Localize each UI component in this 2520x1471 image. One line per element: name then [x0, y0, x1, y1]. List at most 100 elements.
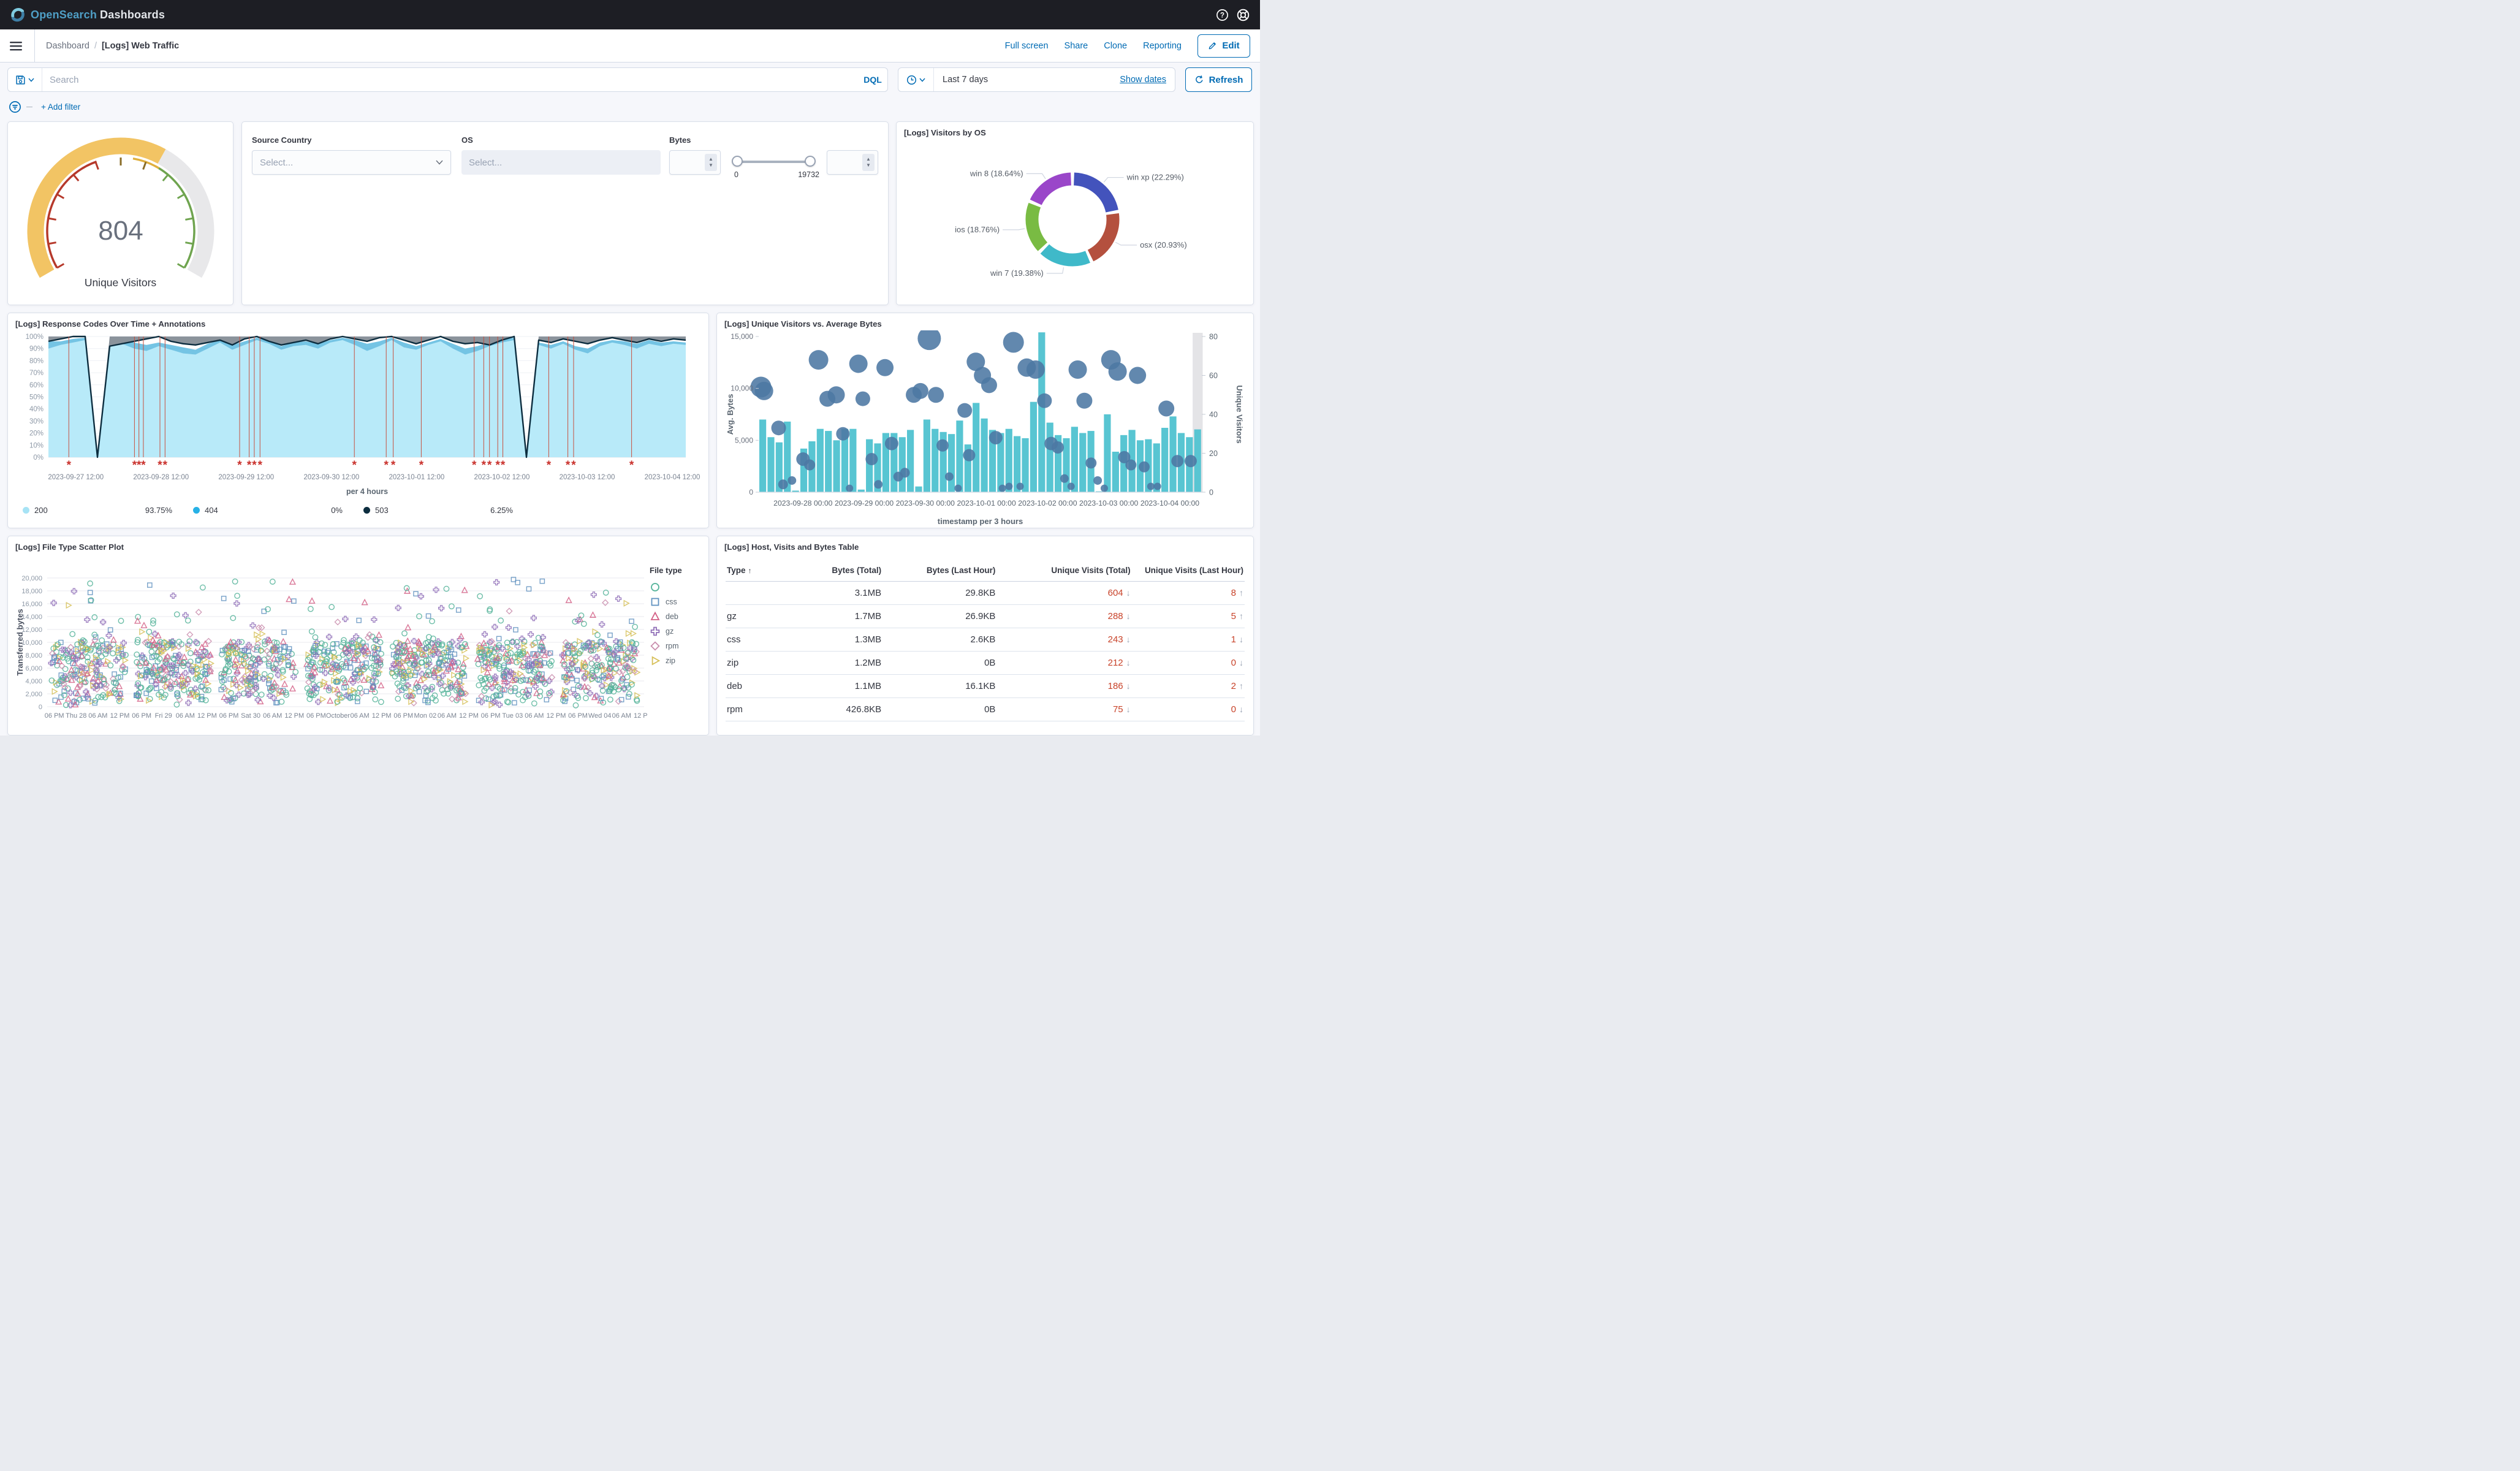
svg-text:win 8 (18.64%): win 8 (18.64%)	[970, 169, 1023, 178]
control-source-country: Source Country Select...	[252, 135, 461, 175]
column-header-type[interactable]: Type ↑	[727, 566, 752, 575]
action-reporting[interactable]: Reporting	[1143, 40, 1182, 51]
svg-text:10%: 10%	[29, 442, 44, 449]
svg-text:0%: 0%	[33, 454, 44, 462]
os-select[interactable]: Select...	[461, 150, 661, 175]
file-type-legend-item-all[interactable]	[650, 580, 702, 595]
brand[interactable]: OpenSearch Dashboards	[10, 7, 165, 23]
square-icon	[651, 598, 659, 606]
menu-hamburger-button[interactable]	[10, 29, 34, 63]
saved-query-menu-button[interactable]	[8, 68, 42, 91]
legend-item-404[interactable]: 404 0%	[193, 506, 363, 515]
bytes-max-input[interactable]: ▲ ▼	[827, 150, 878, 175]
svg-text:ios (18.76%): ios (18.76%)	[955, 225, 1000, 234]
file-type-legend-item-rpm[interactable]: rpm	[650, 639, 702, 653]
file-type-legend-item-deb[interactable]: deb	[650, 609, 702, 624]
cell-bytes-last-hour: 16.1KB	[965, 681, 996, 691]
svg-text:Transferred bytes: Transferred bytes	[15, 609, 25, 675]
stepper-icons[interactable]: ▲ ▼	[862, 154, 875, 171]
app-header: OpenSearch Dashboards ?	[0, 0, 1260, 29]
action-clone[interactable]: Clone	[1104, 40, 1128, 51]
svg-text:06 AM: 06 AM	[525, 712, 544, 720]
source-country-placeholder: Select...	[260, 157, 294, 168]
svg-text:Avg. Bytes: Avg. Bytes	[726, 394, 735, 435]
column-header-unique-visits-last-hour-[interactable]: Unique Visits (Last Hour)	[1144, 566, 1243, 575]
response-codes-area-chart[interactable]: 0%10%20%30%40%50%60%70%80%90%100%* * * * * * *…	[15, 332, 702, 503]
source-country-select[interactable]: Select...	[252, 150, 451, 175]
slider-max-value: 19732	[798, 170, 819, 179]
action-share[interactable]: Share	[1064, 40, 1088, 51]
file-type-scatter-chart[interactable]: 0 2,000 4,000 6,000 8,000 10,000 12,000 14,000 1…	[15, 569, 648, 734]
slider-handle-min[interactable]	[732, 156, 743, 167]
panel-file-type-scatter: [Logs] File Type Scatter Plot 0 2,000 4,00…	[7, 536, 709, 736]
slider-handle-max[interactable]	[805, 156, 816, 167]
edit-button[interactable]: Edit	[1197, 34, 1250, 58]
cell-type: css	[727, 634, 741, 645]
file-type-legend-item-css[interactable]: css	[650, 595, 702, 609]
column-header-bytes-last-hour-[interactable]: Bytes (Last Hour)	[926, 566, 996, 575]
legend-label: rpm	[666, 642, 679, 650]
action-full-screen[interactable]: Full screen	[1004, 40, 1049, 51]
column-header-bytes-total-[interactable]: Bytes (Total)	[832, 566, 882, 575]
svg-text:60%: 60%	[29, 382, 44, 389]
svg-text:10,000: 10,000	[731, 384, 753, 393]
help-icon[interactable]: ?	[1216, 9, 1229, 21]
svg-text:30%: 30%	[29, 418, 44, 425]
svg-text:06 AM: 06 AM	[438, 712, 457, 720]
bytes-min-input[interactable]: ▲ ▼	[669, 150, 721, 175]
panel-response-codes: [Logs] Response Codes Over Time + Annota…	[7, 313, 709, 528]
os-label: OS	[461, 135, 473, 145]
svg-text:06 AM: 06 AM	[350, 712, 369, 720]
gauge-chart[interactable]: 804	[8, 127, 234, 280]
refresh-button[interactable]: Refresh	[1185, 67, 1252, 92]
column-header-unique-visits-total-[interactable]: Unique Visits (Total)	[1051, 566, 1131, 575]
file-type-legend-item-gz[interactable]: gz	[650, 624, 702, 639]
visitors-by-os-donut-chart[interactable]: win xp (22.29%) osx (20.93%) win 7 (19.38%…	[897, 132, 1254, 296]
svg-text:*: *	[472, 459, 477, 472]
svg-text:Mon 02: Mon 02	[414, 712, 437, 720]
panel-title: [Logs] File Type Scatter Plot	[15, 542, 124, 552]
svg-text:12 PM: 12 PM	[547, 712, 566, 720]
date-picker: Last 7 days Show dates	[898, 67, 1175, 92]
file-type-legend-item-zip[interactable]: zip	[650, 653, 702, 668]
quick-time-menu-button[interactable]	[898, 68, 934, 91]
file-type-legend: File type css deb gz rpm zip	[650, 566, 702, 668]
svg-text:*: *	[258, 459, 263, 472]
slider-track[interactable]	[737, 161, 811, 163]
table-row: css 1.3MB 2.6KB 243 ↓ 1 ↓	[726, 628, 1245, 652]
brand-primary: OpenSearch	[31, 8, 97, 21]
stepper-icons[interactable]: ▲ ▼	[705, 154, 717, 171]
svg-text:2023-10-01 00:00: 2023-10-01 00:00	[957, 499, 1016, 507]
cell-bytes-total: 426.8KB	[846, 704, 882, 715]
dql-language-button[interactable]: DQL	[863, 75, 882, 85]
filter-icon[interactable]	[9, 101, 21, 113]
diamond-icon	[650, 641, 660, 651]
svg-text:*: *	[629, 459, 634, 472]
trend-down-icon: ↓	[1126, 704, 1131, 714]
cell-bytes-last-hour: 0B	[984, 704, 996, 715]
feedback-lifering-icon[interactable]	[1236, 8, 1250, 22]
search-input[interactable]	[42, 74, 858, 85]
svg-text:06 PM: 06 PM	[568, 712, 588, 720]
trend-down-icon: ↓	[1126, 588, 1131, 598]
legend-swatch	[193, 507, 200, 514]
legend-item-503[interactable]: 503 6.25%	[363, 506, 534, 515]
add-filter-button[interactable]: + Add filter	[41, 102, 81, 112]
cell-unique-visits-last-hour: 0 ↓	[1231, 704, 1243, 715]
circle-icon	[651, 583, 659, 591]
svg-text:2,000: 2,000	[25, 691, 42, 698]
breadcrumb-dashboard[interactable]: Dashboard	[46, 40, 89, 51]
svg-text:*: *	[571, 459, 576, 472]
svg-text:06 AM: 06 AM	[263, 712, 282, 720]
time-range-value[interactable]: Last 7 days	[943, 75, 989, 85]
show-dates-button[interactable]: Show dates	[1120, 75, 1166, 85]
svg-text:06 PM: 06 PM	[219, 712, 239, 720]
svg-text:50%: 50%	[29, 394, 44, 401]
svg-text:06 PM: 06 PM	[45, 712, 64, 720]
svg-text:06 AM: 06 AM	[176, 712, 195, 720]
svg-text:Tue 03: Tue 03	[502, 712, 523, 720]
svg-text:2023-10-03 12:00: 2023-10-03 12:00	[560, 474, 615, 481]
cell-unique-visits-last-hour: 8 ↑	[1231, 588, 1243, 598]
visitors-vs-bytes-chart[interactable]: 0 5,000 10,000 15,000 0 20 40 60 80 2023-09-28 00…	[724, 330, 1247, 528]
legend-item-200[interactable]: 200 93.75%	[23, 506, 193, 515]
